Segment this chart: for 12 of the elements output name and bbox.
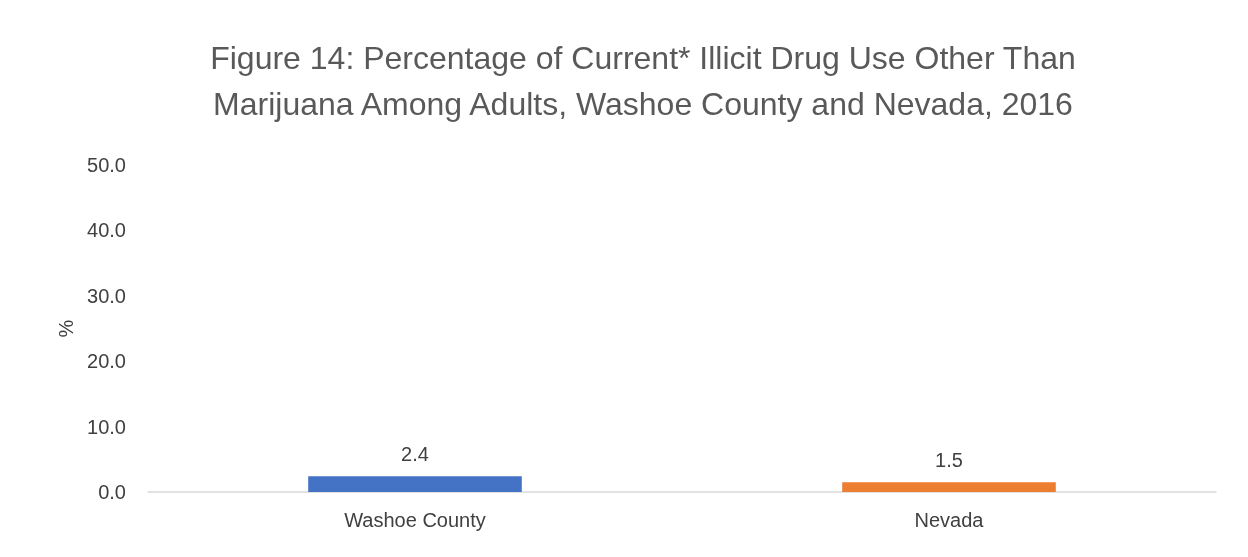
y-tick-label: 50.0 — [87, 154, 126, 176]
y-tick-label: 0.0 — [98, 481, 126, 503]
data-label: 1.5 — [935, 449, 963, 472]
y-tick-label: 20.0 — [87, 350, 126, 373]
x-tick-label: Nevada — [914, 509, 985, 531]
x-tick-label: Washoe County — [344, 509, 486, 531]
y-axis-title: % — [55, 319, 77, 338]
chart-title: Figure 14: Percentage of Current* Illicit Drug Use Other Than Marijuana Among Adults, Washoe County and Nevada, 2016 — [210, 40, 1076, 122]
y-tick-label: 40.0 — [87, 219, 126, 242]
data-label: 2.4 — [401, 443, 429, 466]
y-tick-label: 10.0 — [87, 415, 126, 438]
y-tick-label: 30.0 — [87, 284, 126, 307]
